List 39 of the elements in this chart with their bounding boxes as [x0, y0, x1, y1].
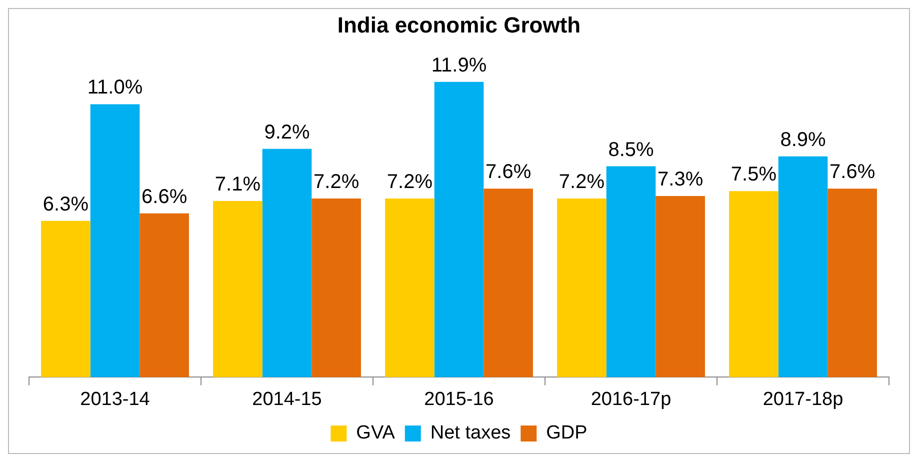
x-tick-label: 2014-15	[252, 388, 322, 410]
data-label: 7.6%	[830, 161, 876, 184]
bar	[656, 196, 705, 378]
bar	[262, 148, 312, 378]
data-label: 11.9%	[431, 54, 487, 76]
legend-label: GVA	[356, 422, 396, 444]
bar	[778, 156, 828, 378]
x-tick-label: 2016-17p	[590, 388, 672, 410]
data-label: 7.1%	[214, 174, 261, 196]
chart-title: India economic Growth	[337, 12, 581, 38]
bar	[90, 104, 140, 378]
x-tick-label: 2015-16	[424, 388, 494, 410]
bar	[434, 82, 484, 378]
data-label: 7.2%	[558, 171, 605, 194]
data-label: 8.9%	[780, 128, 826, 151]
data-label: 11.0%	[87, 76, 143, 99]
legend-label: Net taxes	[430, 422, 511, 444]
x-tick-label: 2017-18p	[762, 388, 844, 410]
bar	[312, 198, 361, 378]
data-label: 6.6%	[142, 186, 188, 208]
bar	[484, 188, 533, 378]
data-label: 7.2%	[386, 171, 433, 194]
x-tick-label: 2013-14	[80, 388, 150, 410]
data-label: 9.2%	[264, 121, 310, 144]
bar	[140, 213, 189, 378]
data-label: 7.3%	[658, 168, 704, 191]
bar	[828, 188, 877, 378]
data-label: 8.5%	[608, 138, 654, 161]
bar	[41, 220, 90, 378]
bar	[213, 201, 262, 378]
bar	[606, 166, 656, 378]
bar	[557, 198, 606, 378]
data-label: 7.6%	[486, 161, 532, 184]
data-label: 6.3%	[42, 193, 89, 216]
bar	[729, 191, 778, 378]
bar	[385, 198, 434, 378]
legend-label: GDP	[546, 422, 588, 444]
data-label: 7.2%	[314, 171, 360, 194]
data-label: 7.5%	[730, 164, 777, 186]
